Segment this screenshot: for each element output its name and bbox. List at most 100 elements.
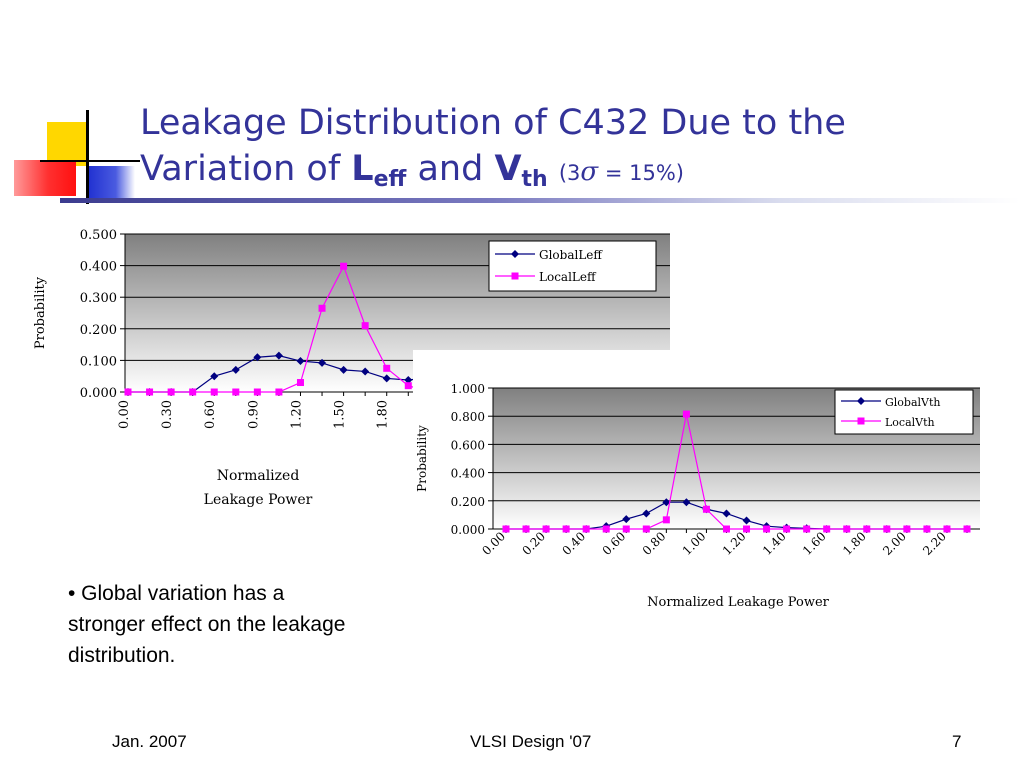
x-tick-label: 2.20 — [920, 529, 949, 558]
data-point-LocalVth — [903, 525, 911, 533]
deco-red-square — [14, 160, 76, 196]
data-point-LocalVth — [803, 525, 811, 533]
x-axis-title: Normalized Leakage Power — [647, 595, 830, 610]
data-point-LocalVth — [622, 525, 630, 533]
data-point-GlobalLeff — [231, 365, 240, 374]
data-point-LocalLeff — [404, 382, 412, 390]
x-tick-label: 1.80 — [840, 529, 869, 558]
y-tick-label: 0.200 — [80, 323, 117, 338]
data-point-GlobalLeff — [274, 351, 283, 360]
slide-title: Leakage Distribution of C432 Due to the … — [140, 100, 1000, 203]
x-tick-label: 1.20 — [720, 529, 749, 558]
data-point-GlobalLeff — [253, 353, 262, 362]
data-point-GlobalVth — [742, 516, 751, 525]
x-tick-label: 0.20 — [519, 529, 548, 558]
deco-yellow-square — [47, 122, 87, 166]
data-point-LocalLeff — [167, 388, 175, 396]
data-point-GlobalLeff — [361, 367, 370, 376]
data-point-LocalLeff — [383, 364, 391, 372]
x-tick-label: 1.60 — [800, 529, 829, 558]
data-point-GlobalLeff — [404, 375, 413, 384]
x-tick-label: 1.40 — [760, 529, 789, 558]
legend-label: GlobalLeff — [539, 248, 603, 262]
data-point-LocalVth — [562, 525, 570, 533]
data-point-GlobalLeff — [210, 372, 219, 381]
y-tick-label: 0.800 — [451, 410, 485, 424]
data-point-LocalLeff — [340, 262, 348, 270]
data-point-LocalVth — [702, 505, 710, 513]
x-tick-label: 0.80 — [640, 529, 669, 558]
data-point-LocalVth — [582, 525, 590, 533]
title-v-sub: th — [521, 167, 548, 192]
y-axis-title: Probability — [33, 276, 48, 349]
title-l: L — [351, 149, 374, 189]
title-prefix: Variation of — [140, 149, 352, 189]
x-tick-label: 1.20 — [289, 400, 304, 429]
data-point-LocalLeff — [146, 388, 154, 396]
data-point-GlobalVth — [722, 509, 731, 518]
x-axis-title: Normalized — [217, 468, 300, 484]
x-tick-label: 0.30 — [160, 400, 175, 429]
y-tick-label: 1.000 — [451, 382, 485, 396]
data-point-LocalVth — [943, 525, 951, 533]
deco-blue-square — [87, 166, 135, 200]
x-tick-label: 0.60 — [203, 400, 218, 429]
x-tick-label: 1.50 — [333, 400, 348, 429]
data-point-LocalVth — [783, 525, 791, 533]
data-point-GlobalVth — [682, 498, 691, 507]
title-l-sub: eff — [373, 167, 407, 192]
data-point-LocalLeff — [253, 388, 261, 396]
data-point-LocalVth — [763, 525, 771, 533]
title-sigma: σ — [580, 157, 599, 187]
data-point-LocalLeff — [296, 379, 304, 387]
title-v: V — [494, 149, 522, 189]
legend-label: GlobalVth — [885, 396, 941, 409]
legend-marker — [511, 250, 519, 258]
legend-marker — [511, 272, 519, 280]
legend-box — [488, 240, 657, 292]
data-point-LocalVth — [602, 525, 610, 533]
y-tick-label: 0.500 — [80, 228, 117, 243]
data-point-GlobalLeff — [296, 357, 305, 366]
x-tick-label: 2.00 — [880, 529, 909, 558]
y-tick-label: 0.400 — [451, 467, 485, 481]
x-tick-label: 1.80 — [376, 400, 391, 429]
data-point-GlobalVth — [622, 515, 631, 524]
x-tick-label: 0.40 — [560, 529, 589, 558]
data-point-LocalLeff — [318, 304, 326, 312]
data-point-LocalVth — [743, 525, 751, 533]
footer-page-number: 7 — [952, 732, 962, 751]
y-tick-label: 0.000 — [80, 386, 117, 401]
footer-title: VLSI Design '07 — [470, 732, 592, 751]
title-line-1: Leakage Distribution of C432 Due to the — [140, 103, 846, 143]
data-point-LocalLeff — [210, 388, 218, 396]
x-tick-label: 1.00 — [680, 529, 709, 558]
data-point-LocalVth — [923, 525, 931, 533]
bullet-text: • Global variation has a stronger effect… — [68, 582, 346, 667]
y-axis-title: Probability — [415, 425, 429, 492]
data-point-GlobalLeff — [382, 374, 391, 383]
data-point-LocalVth — [522, 525, 530, 533]
chart-leff: 0.000 0.100 0.200 0.300 0.400 0.500 0.00 0.30 0.… — [33, 228, 671, 508]
data-point-LocalLeff — [275, 388, 283, 396]
data-point-LocalVth — [963, 525, 971, 533]
x-axis-title: Leakage Power — [204, 492, 313, 508]
legend-marker — [857, 397, 865, 405]
data-point-LocalVth — [843, 525, 851, 533]
y-tick-label: 0.200 — [451, 495, 485, 509]
data-point-LocalVth — [823, 525, 831, 533]
title-line-2: Variation of Leff and Vth (3σ = 15%) — [140, 146, 1000, 203]
legend-label: LocalVth — [885, 416, 935, 429]
data-point-GlobalLeff — [339, 365, 348, 374]
legend-marker — [857, 417, 865, 425]
y-tick-label: 0.300 — [80, 291, 117, 306]
title-and: and — [406, 149, 495, 189]
legend-label: LocalLeff — [539, 270, 597, 284]
data-point-LocalVth — [883, 525, 891, 533]
data-point-GlobalLeff — [318, 358, 327, 367]
data-point-LocalVth — [502, 525, 510, 533]
x-tick-label: 0.00 — [117, 400, 132, 429]
title-paren-rest: = 15%) — [598, 161, 684, 185]
y-tick-label: 0.100 — [80, 354, 117, 369]
